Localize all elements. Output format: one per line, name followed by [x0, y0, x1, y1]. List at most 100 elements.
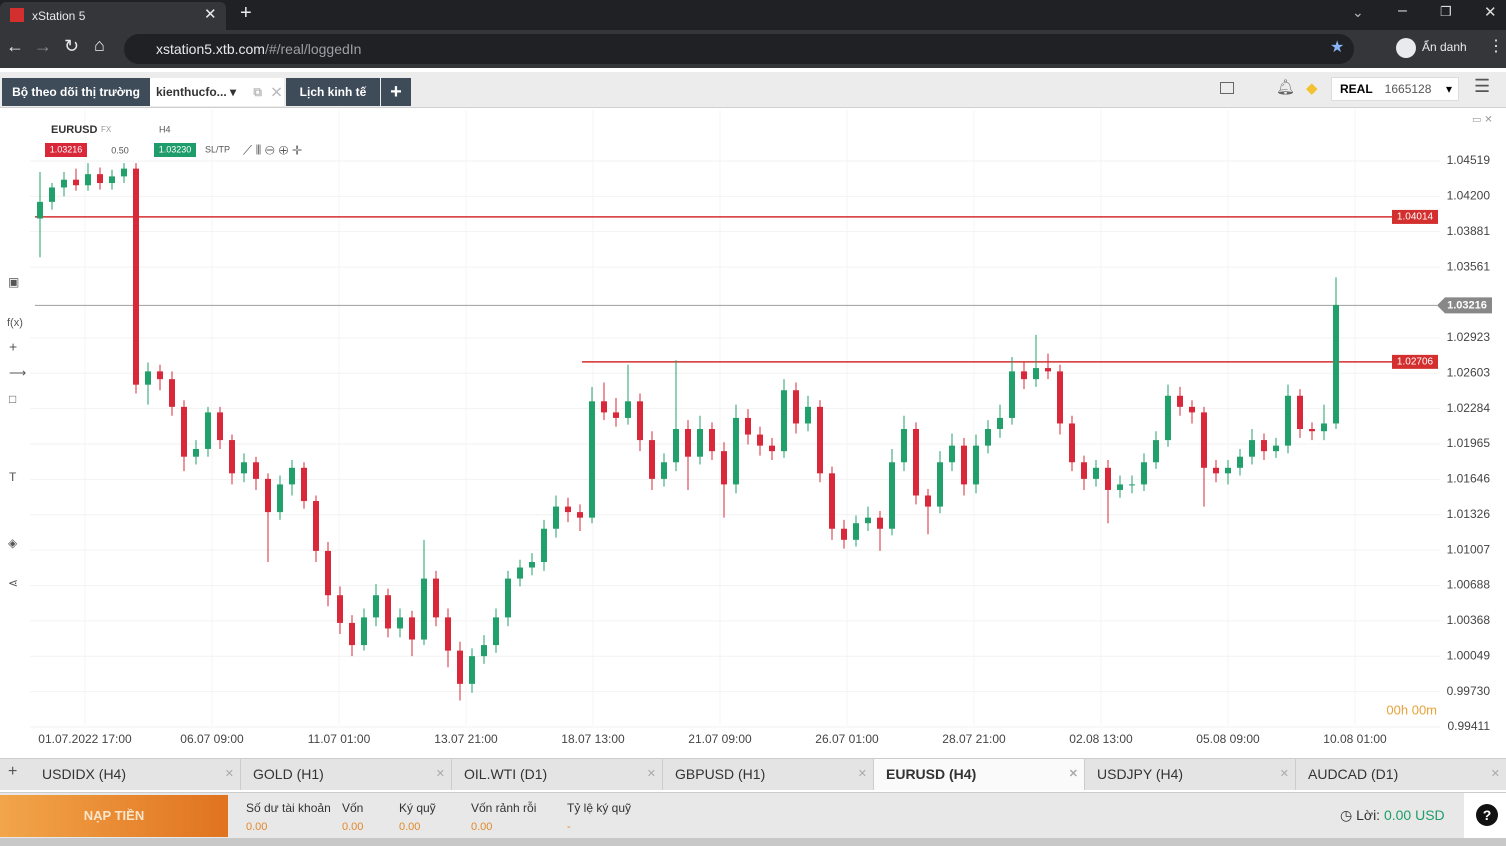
profile-icon[interactable]	[1396, 38, 1416, 58]
buy-box[interactable]	[154, 143, 196, 157]
candle-body	[565, 506, 571, 513]
candle-body	[73, 179, 79, 186]
new-tab[interactable]: +	[240, 2, 252, 24]
chart-tab[interactable]: EURUSD (H4) ✕	[874, 759, 1085, 790]
close-window[interactable]: ✕	[1484, 4, 1497, 21]
chart-tab-close[interactable]: ✕	[1068, 768, 1078, 780]
left-toolbar[interactable]: ▣	[8, 275, 19, 289]
url-host: xstation5.xtb.com	[156, 41, 265, 57]
forward[interactable]: →	[34, 36, 52, 56]
tab-close[interactable]: ✕	[204, 6, 217, 23]
current-price-box	[1437, 297, 1492, 314]
bell[interactable]: 🔔︎	[1276, 79, 1296, 96]
candle-body	[601, 401, 607, 413]
field-label: Vốn	[342, 801, 364, 815]
line-tool[interactable]: ⟶	[9, 366, 26, 380]
market-watch-tab[interactable]: Bộ theo dõi thị trường	[2, 78, 150, 106]
x-tick-label: 13.07 21:00	[434, 732, 498, 746]
field-label: Tỷ lệ ký quỹ	[567, 801, 632, 815]
premium[interactable]: ◆	[1306, 80, 1318, 97]
chart-tab-close[interactable]: ✕	[1490, 768, 1500, 780]
candle-body	[913, 429, 919, 496]
deposit-button[interactable]: NẠP TIỀN	[0, 795, 228, 837]
chart-tab[interactable]: USDJPY (H4) ✕	[1085, 759, 1296, 790]
candle-body	[721, 451, 727, 485]
candle-body	[505, 578, 511, 618]
field-label: Vốn rảnh rỗi	[471, 801, 537, 815]
browser-tab[interactable]: xStation 5	[0, 2, 226, 30]
chart-tab[interactable]: USDIDX (H4) ✕	[30, 759, 241, 790]
sell-box[interactable]	[45, 143, 87, 157]
chart-tab[interactable]: AUDCAD (D1) ✕	[1296, 759, 1506, 790]
candle-body	[469, 656, 475, 684]
candle-body	[745, 417, 751, 435]
bookmark-star[interactable]: ★	[1330, 39, 1345, 56]
minimize[interactable]: –	[1398, 2, 1407, 19]
chart-tab[interactable]: GOLD (H1) ✕	[241, 759, 452, 790]
app-bar: Bộ theo dõi thị trường kienthucfo... ▾ ⧉…	[0, 72, 1506, 108]
candle-body	[325, 550, 331, 596]
y-tick-label: 1.03881	[1447, 224, 1491, 238]
account-number: 1665128	[1384, 82, 1432, 96]
chart-tab-close[interactable]: ✕	[435, 768, 445, 780]
chart-tab-close[interactable]: ✕	[646, 768, 656, 780]
tab-search[interactable]: ⌄	[1352, 4, 1364, 20]
candle-body	[985, 429, 991, 446]
field-label: Số dư tài khoản	[246, 801, 331, 815]
layout-icon[interactable]	[1220, 82, 1234, 94]
chart-tab-close[interactable]: ✕	[224, 768, 234, 780]
candle-body	[1105, 467, 1111, 490]
panel-controls[interactable]: ▭ ✕	[1472, 115, 1493, 126]
chart-tab-close[interactable]: ✕	[1279, 768, 1289, 780]
account-type: REAL	[1340, 82, 1373, 96]
chart-background	[0, 108, 1506, 758]
candle-body	[49, 187, 55, 202]
url-path: /#/real/loggedIn	[264, 41, 362, 57]
candle-body	[889, 462, 895, 529]
url-field[interactable]: xstation5.xtb.com/#/real/loggedIn	[124, 34, 1354, 64]
candle-body	[853, 523, 859, 540]
text-tool[interactable]: T	[9, 470, 17, 484]
hamburger[interactable]: ☰	[1474, 76, 1491, 96]
candle-body	[445, 617, 451, 651]
candle-body	[517, 567, 523, 579]
news-tab[interactable]: kienthucfo... ▾ ⧉ ✕	[150, 78, 284, 106]
account-selector[interactable]: REAL 1665128 ▾	[1331, 77, 1459, 101]
fx-tool[interactable]: f(x)	[7, 317, 23, 329]
y-tick-label: 1.01007	[1447, 542, 1491, 556]
add-tab[interactable]: +	[381, 78, 411, 106]
home[interactable]: ⌂	[94, 35, 105, 55]
interval[interactable]: H4	[159, 124, 171, 134]
market: FX	[101, 125, 112, 134]
field-value: 0.00	[246, 821, 268, 833]
layers-tool[interactable]: ◈	[8, 536, 18, 550]
share-tool[interactable]: ⋖	[8, 576, 18, 590]
y-tick-label: 1.01646	[1447, 471, 1491, 485]
reload[interactable]: ↻	[64, 36, 80, 56]
chart-tab-label: USDJPY (H4)	[1097, 766, 1184, 782]
add-chart[interactable]: +	[8, 763, 18, 780]
y-tick-label: 1.01326	[1447, 507, 1491, 521]
candle-body	[85, 174, 91, 186]
restore[interactable]: ❐	[1440, 4, 1452, 19]
calendar-tab[interactable]: Lịch kinh tế	[286, 78, 380, 106]
menu[interactable]: ⋮	[1488, 38, 1504, 55]
sltp[interactable]: SL/TP	[205, 144, 230, 154]
chart-tools[interactable]: ⟋ ⫴ ⊖ ⊕ ✛	[243, 142, 302, 157]
chart-tab[interactable]: OIL.WTI (D1) ✕	[452, 759, 663, 790]
rect-tool[interactable]: □	[9, 392, 16, 406]
chart-tab[interactable]: GBPUSD (H1) ✕	[663, 759, 874, 790]
x-tick-label: 10.08 01:00	[1323, 732, 1387, 746]
candle-body	[961, 445, 967, 485]
candle-body	[229, 440, 235, 474]
back[interactable]: ←	[6, 36, 24, 56]
chart-panel: 1.04519 1.04200 1.03881 1.03561 1.02923 1.026…	[0, 108, 1506, 758]
x-tick-label: 26.07 01:00	[815, 732, 879, 746]
candle-body	[865, 517, 871, 524]
candle-body	[1261, 440, 1267, 452]
cross-tool[interactable]: +	[9, 339, 17, 355]
chart-tab-close[interactable]: ✕	[857, 768, 867, 780]
x-tick-label: 02.08 13:00	[1069, 732, 1133, 746]
help[interactable]: ?	[1476, 804, 1498, 826]
candle-body	[301, 467, 307, 502]
